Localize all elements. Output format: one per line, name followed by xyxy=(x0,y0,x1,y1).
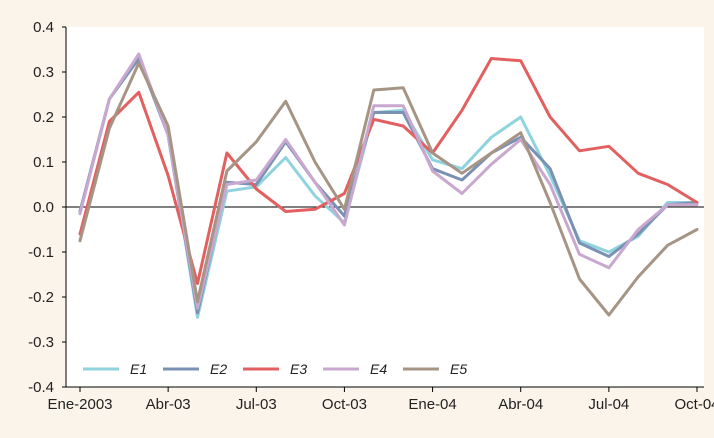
legend-label-e4: E4 xyxy=(370,361,387,377)
x-tick-label: Ene-2003 xyxy=(47,396,112,413)
y-tick-label: -0.1 xyxy=(28,244,54,261)
y-tick-label: 0.2 xyxy=(33,109,54,126)
axes xyxy=(62,26,704,392)
tick-labels: -0.4 -0.3 -0.2 -0.1 0.0 0.1 0.2 0.3 0.4 Ene-2003 A… xyxy=(28,19,714,413)
x-tick-label: Oct-03 xyxy=(322,396,367,413)
series-lines xyxy=(78,52,699,319)
legend: E1 E2 E3 E4 E5 xyxy=(83,361,467,377)
x-tick-label: Jul-03 xyxy=(236,396,277,413)
series-line-e5 xyxy=(78,61,699,317)
x-tick-label: Jul-04 xyxy=(588,396,629,413)
y-tick-label: 0.4 xyxy=(33,19,54,36)
x-tick-label: Abr-04 xyxy=(498,396,543,413)
legend-label-e3: E3 xyxy=(290,361,307,377)
y-tick-label: -0.4 xyxy=(28,379,54,396)
x-tick-label: Abr-03 xyxy=(146,396,191,413)
y-tick-label: 0.1 xyxy=(33,154,54,171)
x-tick-label: Ene-04 xyxy=(408,396,456,413)
y-tick-label: 0.0 xyxy=(33,199,54,216)
x-tick-label: Oct-04 xyxy=(674,396,714,413)
legend-label-e2: E2 xyxy=(210,361,227,377)
y-tick-label: -0.3 xyxy=(28,334,54,351)
legend-label-e1: E1 xyxy=(130,361,147,377)
y-tick-label: 0.3 xyxy=(33,64,54,81)
legend-label-e5: E5 xyxy=(450,361,467,377)
y-tick-label: -0.2 xyxy=(28,289,54,306)
